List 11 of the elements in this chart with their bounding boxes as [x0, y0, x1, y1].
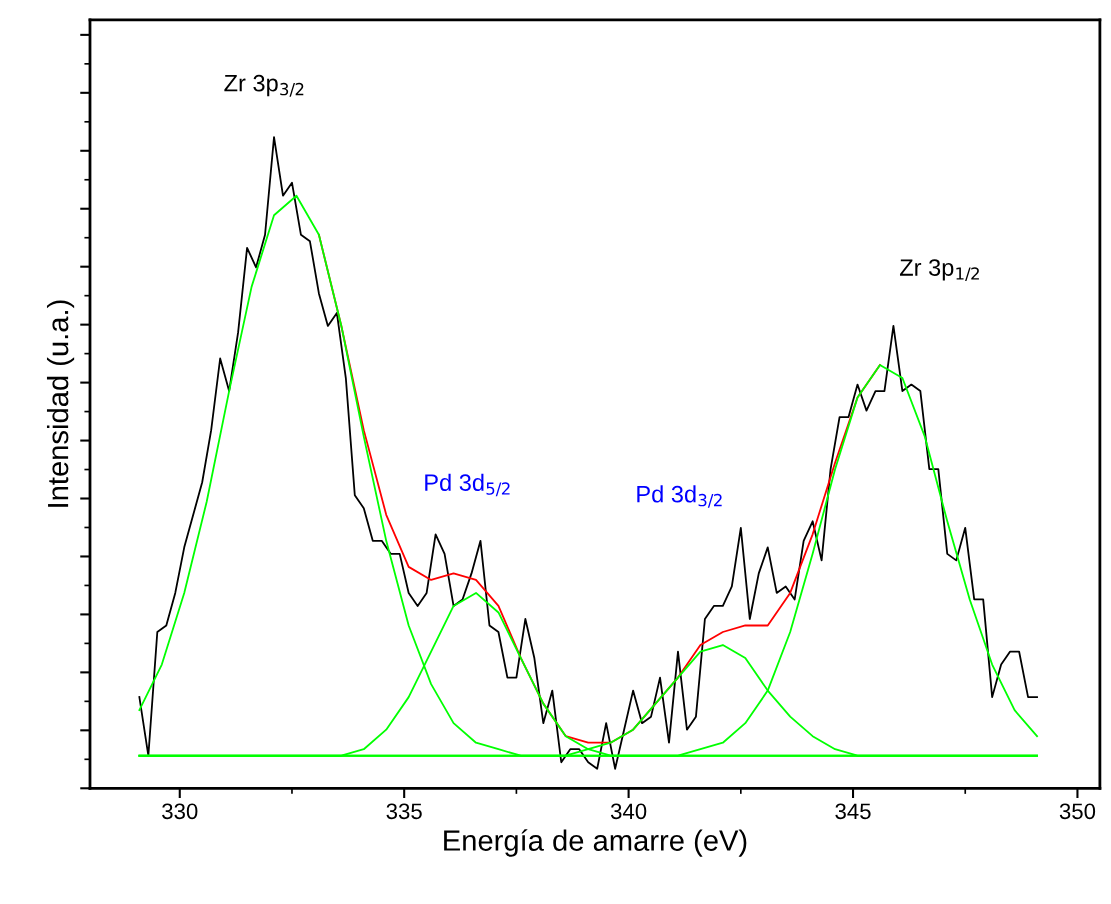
annotation: Pd 3d$_{3/2}$: [637, 485, 722, 508]
x-tick-label: 345: [835, 803, 871, 820]
x-axis-title: Energía de amarre (eV): [444, 829, 747, 857]
text: Zr 3p$_{3/2}$: [224, 74, 304, 97]
x-tick-label: 330: [162, 803, 198, 820]
y-axis-title: Intensidad (u.a.): [46, 300, 75, 507]
x-tick-label: 340: [610, 803, 647, 820]
annotation: Zr 3p$_{1/2}$: [899, 259, 979, 282]
x-tick-label: 335: [386, 803, 422, 820]
annotation: Pd 3d$_{5/2}$: [425, 473, 510, 497]
x-tick-label: 350: [1059, 803, 1096, 820]
